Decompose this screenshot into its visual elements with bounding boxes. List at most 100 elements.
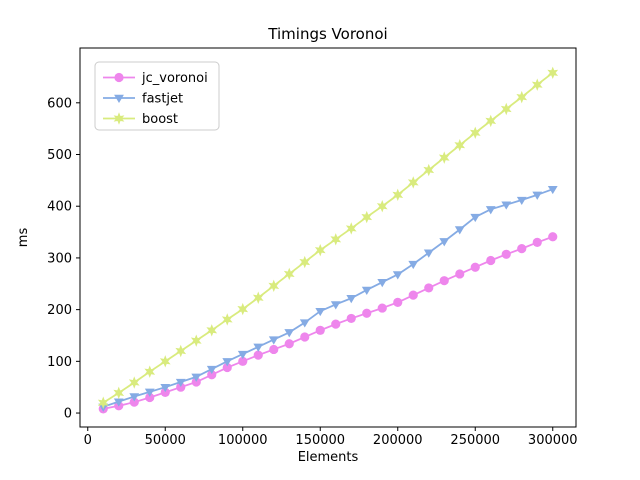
circle-marker: [331, 319, 341, 329]
triangle-down-marker: [361, 286, 372, 295]
triangle-down-marker: [392, 271, 403, 280]
y-tick-label: 600: [47, 96, 72, 111]
legend-label: boost: [142, 112, 178, 127]
star-marker: [299, 255, 311, 269]
triangle-down-marker: [532, 191, 543, 200]
circle-marker: [176, 382, 186, 392]
circle-marker: [470, 262, 480, 272]
star-marker: [237, 302, 249, 316]
series-boost: [97, 66, 559, 409]
circle-marker: [269, 344, 279, 355]
star-marker: [268, 279, 280, 293]
x-tick-label: 0: [84, 433, 92, 448]
star-marker: [485, 114, 497, 128]
triangle-down-marker: [315, 307, 326, 317]
star-marker: [159, 355, 171, 368]
circle-marker: [346, 313, 356, 324]
triangle-down-marker: [114, 94, 124, 103]
triangle-down-marker: [377, 279, 388, 288]
circle-marker: [408, 290, 418, 300]
x-tick-label: 50000: [145, 433, 186, 448]
legend-item-jc_voronoi: jc_voronoi: [103, 71, 208, 86]
triangle-down-marker: [191, 373, 202, 382]
circle-marker: [377, 303, 387, 313]
circle-marker: [517, 244, 527, 254]
triangle-down-marker: [175, 378, 186, 388]
triangle-down-marker: [222, 358, 233, 367]
triangle-down-marker: [408, 260, 419, 270]
star-marker: [469, 126, 481, 139]
triangle-down-marker: [439, 238, 450, 247]
circle-marker: [129, 397, 139, 407]
circle-marker: [284, 339, 294, 349]
star-marker: [221, 313, 233, 326]
star-marker: [113, 386, 125, 400]
y-tick-label: 200: [47, 303, 72, 318]
triangle-down-marker: [547, 185, 558, 195]
triangle-down-marker: [501, 201, 512, 210]
star-marker: [423, 163, 435, 177]
star-marker: [438, 151, 450, 164]
triangle-down-marker: [144, 388, 155, 397]
x-tick-label: 100000: [218, 433, 268, 448]
triangle-down-marker: [346, 295, 357, 304]
star-marker: [314, 243, 326, 257]
circle-marker: [501, 249, 511, 259]
star-marker: [175, 344, 187, 358]
y-axis-label: ms: [16, 228, 31, 248]
circle-marker: [300, 332, 310, 342]
x-tick-label: 150000: [295, 433, 345, 448]
triangle-down-marker: [237, 350, 248, 360]
circle-marker: [222, 362, 232, 373]
triangle-down-marker: [330, 301, 341, 310]
star-marker: [531, 78, 543, 91]
star-marker: [252, 291, 264, 304]
star-marker: [330, 233, 342, 246]
y-tick-label: 0: [64, 407, 72, 422]
y-tick-label: 400: [47, 200, 72, 215]
circle-marker: [532, 237, 542, 248]
circle-marker: [362, 308, 372, 318]
circle-marker: [114, 72, 124, 83]
legend-box: [94, 61, 220, 131]
triangle-down-marker: [206, 365, 217, 375]
star-marker: [113, 112, 125, 125]
star-marker: [206, 324, 218, 337]
star-marker: [392, 188, 404, 202]
triangle-down-marker: [454, 226, 465, 235]
circle-marker: [424, 283, 434, 293]
star-marker: [547, 66, 559, 80]
star-marker: [97, 396, 109, 409]
triangle-down-marker: [160, 383, 171, 393]
triangle-down-marker: [129, 393, 140, 402]
triangle-down-marker: [485, 206, 496, 215]
x-axis-label: Elements: [298, 450, 359, 465]
triangle-down-marker: [113, 398, 124, 407]
triangle-down-marker: [284, 329, 295, 338]
legend-label: fastjet: [142, 92, 183, 107]
triangle-down-marker: [268, 336, 279, 345]
legend-label: jc_voronoi: [141, 71, 208, 86]
star-marker: [144, 365, 156, 378]
x-tick-label: 200000: [373, 433, 423, 448]
triangle-down-marker: [423, 249, 434, 258]
star-marker: [516, 90, 528, 104]
circle-marker: [253, 350, 263, 360]
triangle-down-marker: [516, 196, 527, 206]
circle-marker: [145, 392, 155, 403]
star-marker: [376, 200, 388, 213]
circle-marker: [486, 255, 496, 266]
circle-marker: [191, 377, 201, 387]
x-tick-label: 250000: [450, 433, 500, 448]
star-marker: [128, 376, 140, 389]
legend-item-boost: boost: [103, 112, 178, 127]
series-fastjet: [98, 185, 558, 412]
star-marker: [345, 222, 357, 235]
star-marker: [500, 102, 512, 116]
chart-title: Timings Voronoi: [267, 25, 387, 43]
y-tick-label: 100: [47, 355, 72, 370]
star-marker: [190, 334, 202, 347]
